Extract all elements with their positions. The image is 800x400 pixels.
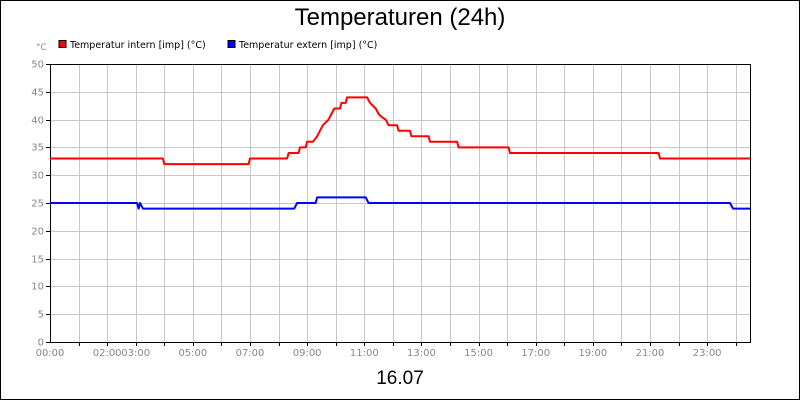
- y-tick-label: 35: [31, 143, 44, 154]
- x-tick-label: 07:00: [236, 348, 265, 359]
- series-layer: [50, 96, 750, 210]
- x-tick-label: 00:00: [36, 348, 65, 359]
- y-tick-label: 40: [31, 116, 44, 127]
- x-tick-label: 02:00: [93, 348, 122, 359]
- legend: Temperatur intern [imp] (°C) Temperatur e…: [58, 40, 377, 51]
- x-tick-label: 15:00: [464, 348, 493, 359]
- date-label: 16.07: [376, 368, 424, 389]
- y-unit-label: °C: [36, 43, 47, 53]
- legend-label-2: Temperatur extern [imp] (°C): [238, 40, 377, 51]
- y-tick-label: 50: [31, 60, 44, 71]
- series-line-1: [50, 96, 750, 166]
- x-tick-label: 13:00: [407, 348, 436, 359]
- x-tick-label: 09:00: [293, 348, 322, 359]
- legend-swatch-2: [227, 40, 236, 48]
- x-tick-label: 19:00: [578, 348, 607, 359]
- x-tick-label: 11:00: [350, 348, 379, 359]
- y-tick-label: 10: [31, 282, 44, 293]
- x-tick-label: 05:00: [178, 348, 207, 359]
- chart-title: Temperaturen (24h): [294, 4, 506, 31]
- x-tick-label: 17:00: [521, 348, 550, 359]
- legend-label-1: Temperatur intern [imp] (°C): [69, 40, 206, 51]
- y-tick-label: 30: [31, 171, 44, 182]
- y-tick-label: 45: [31, 88, 44, 99]
- x-tick-label: 03:00: [121, 348, 150, 359]
- series-line-2: [50, 196, 750, 210]
- y-tick-label: 0: [38, 338, 44, 349]
- y-tick-label: 20: [31, 227, 44, 238]
- y-tick-label: 25: [31, 199, 44, 210]
- legend-swatch-1: [58, 40, 67, 48]
- y-tick-label: 15: [31, 255, 44, 266]
- y-tick-label: 5: [38, 310, 44, 321]
- axis-ticks: 0 5 10 15 20 25 30 35 40 45 50 00:00 02:00 03:00 05:00…: [31, 60, 737, 359]
- x-tick-label: 21:00: [636, 348, 665, 359]
- x-tick-label: 23:00: [693, 348, 722, 359]
